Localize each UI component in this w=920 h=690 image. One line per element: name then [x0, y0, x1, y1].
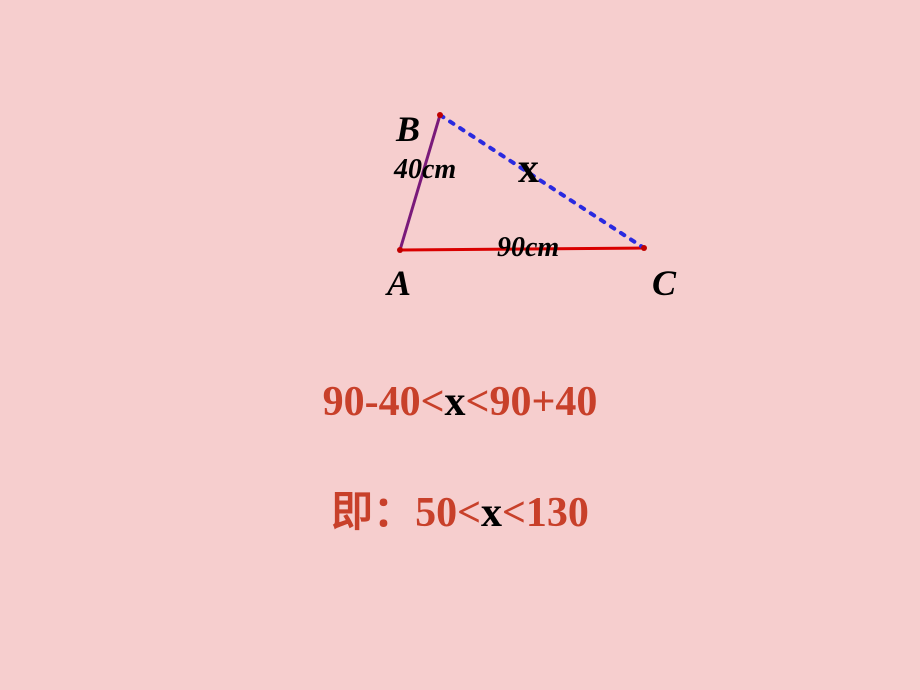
vertex-c-label: C: [652, 262, 676, 304]
inequality-var: x: [445, 379, 466, 425]
side-ac-label: 90cm: [497, 232, 559, 264]
vertex-a-label: A: [387, 262, 411, 304]
side-bc-label: x: [518, 145, 539, 193]
vertex-b-label: B: [396, 108, 420, 150]
result-right: <130: [502, 490, 589, 536]
inequality-expression: 90-40<x<90+40: [0, 378, 920, 426]
triangle-diagram: [0, 0, 920, 690]
result-expression: 即：50<x<130: [0, 478, 920, 539]
result-prefix: 即：: [331, 490, 415, 536]
side-bc: [440, 115, 644, 248]
vertex-c-marker: [641, 245, 647, 251]
side-ab-label: 40cm: [394, 154, 456, 186]
inequality-left: 90-40<: [323, 379, 445, 425]
vertex-a-marker: [397, 247, 403, 253]
vertex-b-marker: [437, 112, 443, 118]
result-left: 50<: [415, 490, 481, 536]
result-var: x: [481, 490, 502, 536]
inequality-right: <90+40: [466, 379, 598, 425]
